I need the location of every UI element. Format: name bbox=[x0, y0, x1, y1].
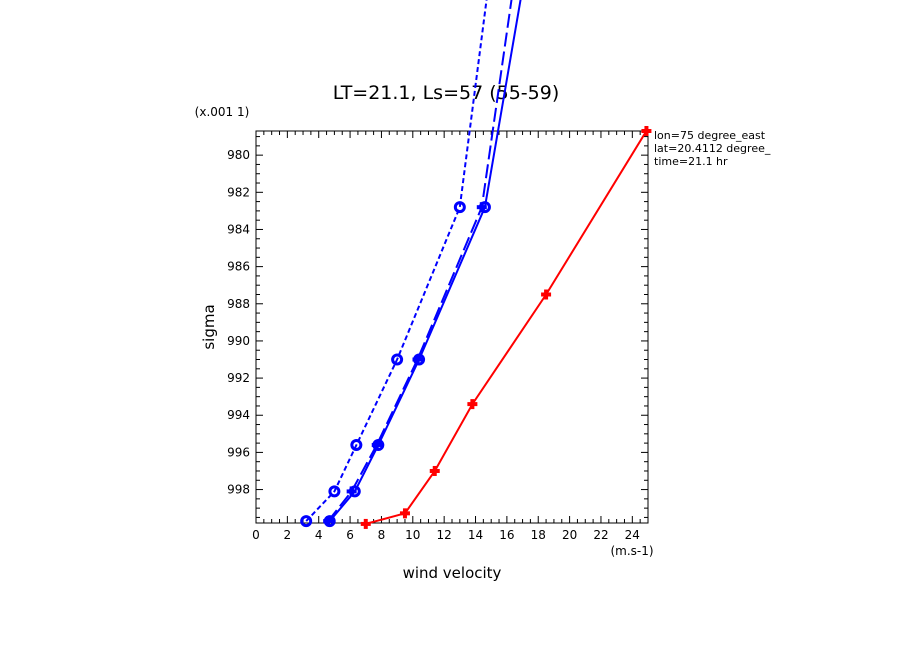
annotation-lon: lon=75 degree_east bbox=[654, 129, 766, 142]
y-axis-label: sigma bbox=[200, 304, 218, 349]
series-3-point bbox=[412, 354, 423, 365]
series-3-point bbox=[346, 486, 357, 497]
x-tick-label: 6 bbox=[346, 528, 354, 542]
y-unit-label: (x.001 1) bbox=[195, 105, 250, 119]
series-1-point bbox=[399, 508, 410, 519]
series-4-point bbox=[350, 438, 363, 451]
y-tick-label: 982 bbox=[227, 185, 250, 199]
series-3-point bbox=[323, 516, 334, 527]
x-tick-label: 12 bbox=[437, 528, 452, 542]
x-tick-label: 22 bbox=[593, 528, 608, 542]
series-4-point bbox=[453, 201, 466, 214]
series-3-point bbox=[371, 439, 382, 450]
y-tick-label: 988 bbox=[227, 297, 250, 311]
chart-title: LT=21.1, Ls=57 (55-59) bbox=[333, 82, 560, 104]
x-tick-label: 10 bbox=[405, 528, 420, 542]
y-tick-label: 996 bbox=[227, 445, 250, 459]
y-tick-label: 984 bbox=[227, 222, 250, 236]
series-1-point bbox=[429, 465, 440, 476]
series-1-point bbox=[360, 518, 371, 529]
y-tick-label: 980 bbox=[227, 148, 250, 162]
y-tick-label: 986 bbox=[227, 260, 250, 274]
x-tick-label: 0 bbox=[252, 528, 260, 542]
series-3-line bbox=[327, 0, 513, 522]
x-tick-label: 2 bbox=[284, 528, 292, 542]
plot-frame bbox=[255, 130, 649, 524]
series-4-line bbox=[305, 0, 488, 522]
series-1-line bbox=[365, 130, 648, 524]
series-1-point bbox=[641, 126, 652, 136]
series-1-point bbox=[467, 399, 478, 410]
annotation-time: time=21.1 hr bbox=[654, 155, 728, 168]
x-tick-label: 16 bbox=[499, 528, 514, 542]
y-tick-label: 992 bbox=[227, 371, 250, 385]
series-4-point bbox=[300, 515, 313, 528]
x-tick-label: 18 bbox=[531, 528, 546, 542]
y-tick-label: 990 bbox=[227, 334, 250, 348]
x-tick-label: 8 bbox=[378, 528, 386, 542]
x-unit-label: (m.s-1) bbox=[610, 544, 653, 558]
y-tick-label: 998 bbox=[227, 483, 250, 497]
x-axis-label: wind velocity bbox=[403, 564, 502, 582]
x-tick-label: 24 bbox=[625, 528, 640, 542]
series-3-point bbox=[476, 202, 487, 213]
x-tick-label: 4 bbox=[315, 528, 323, 542]
y-tick-label: 994 bbox=[227, 408, 250, 422]
series-4-point bbox=[328, 485, 341, 498]
series-4-point bbox=[391, 353, 404, 366]
x-tick-label: 14 bbox=[468, 528, 483, 542]
x-tick-label: 20 bbox=[562, 528, 577, 542]
series-1-point bbox=[541, 289, 552, 300]
annotation-lat: lat=20.4112 degree_ bbox=[654, 142, 771, 155]
